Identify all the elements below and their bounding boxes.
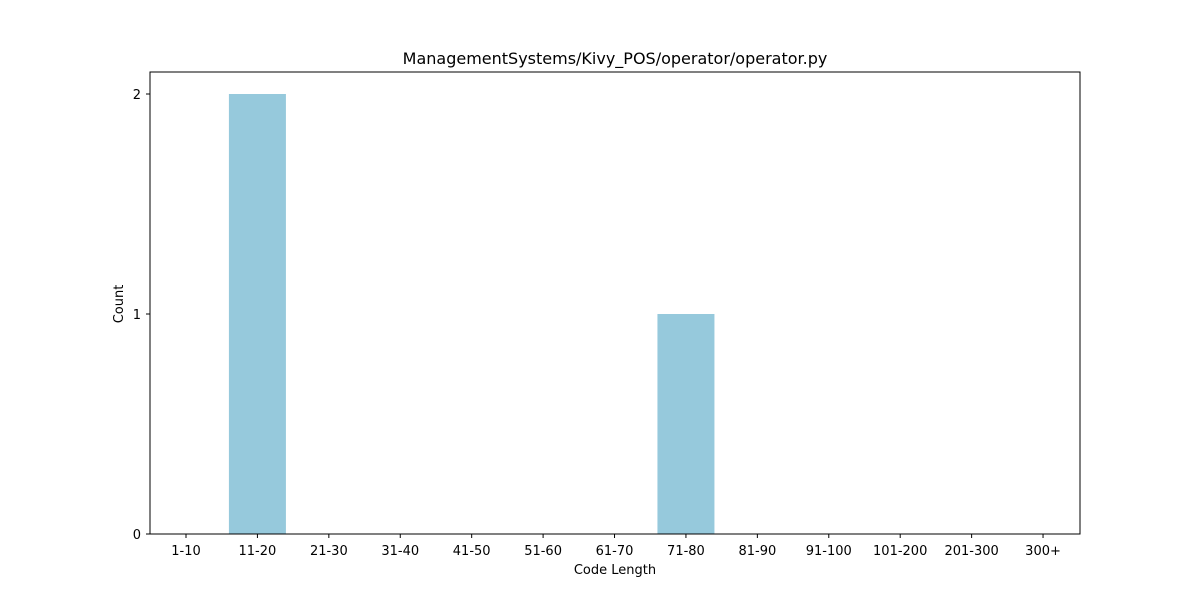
bar-71-80 bbox=[657, 314, 715, 534]
x-tick-label: 61-70 bbox=[596, 544, 634, 559]
x-tick-label: 101-200 bbox=[873, 544, 927, 559]
y-tick-label: 0 bbox=[133, 528, 141, 543]
x-tick-label: 21-30 bbox=[310, 544, 348, 559]
chart-title: ManagementSystems/Kivy_POS/operator/oper… bbox=[403, 49, 828, 69]
x-tick-label: 1-10 bbox=[171, 544, 201, 559]
bar-11-20 bbox=[228, 94, 286, 534]
x-axis-ticks: 1-10 11-20 21-30 31-40 41-50 51-60 61-70 71-80 8… bbox=[171, 534, 1061, 559]
x-tick-label: 91-100 bbox=[806, 544, 852, 559]
bars-group bbox=[228, 94, 715, 534]
plot-area-frame bbox=[149, 71, 1081, 535]
y-tick-label: 1 bbox=[133, 308, 141, 323]
x-tick-label: 11-20 bbox=[239, 544, 277, 559]
x-tick-label: 201-300 bbox=[944, 544, 998, 559]
y-axis-ticks: 0 1 2 bbox=[133, 88, 150, 543]
y-axis-label: Count bbox=[112, 285, 127, 324]
x-tick-label: 71-80 bbox=[667, 544, 705, 559]
x-tick-label: 31-40 bbox=[381, 544, 419, 559]
x-tick-label: 41-50 bbox=[453, 544, 491, 559]
x-tick-label: 51-60 bbox=[524, 544, 562, 559]
x-axis-label: Code Length bbox=[574, 563, 656, 578]
x-tick-label: 81-90 bbox=[738, 544, 776, 559]
y-tick-label: 2 bbox=[133, 88, 141, 103]
x-tick-label: 300+ bbox=[1025, 544, 1061, 559]
